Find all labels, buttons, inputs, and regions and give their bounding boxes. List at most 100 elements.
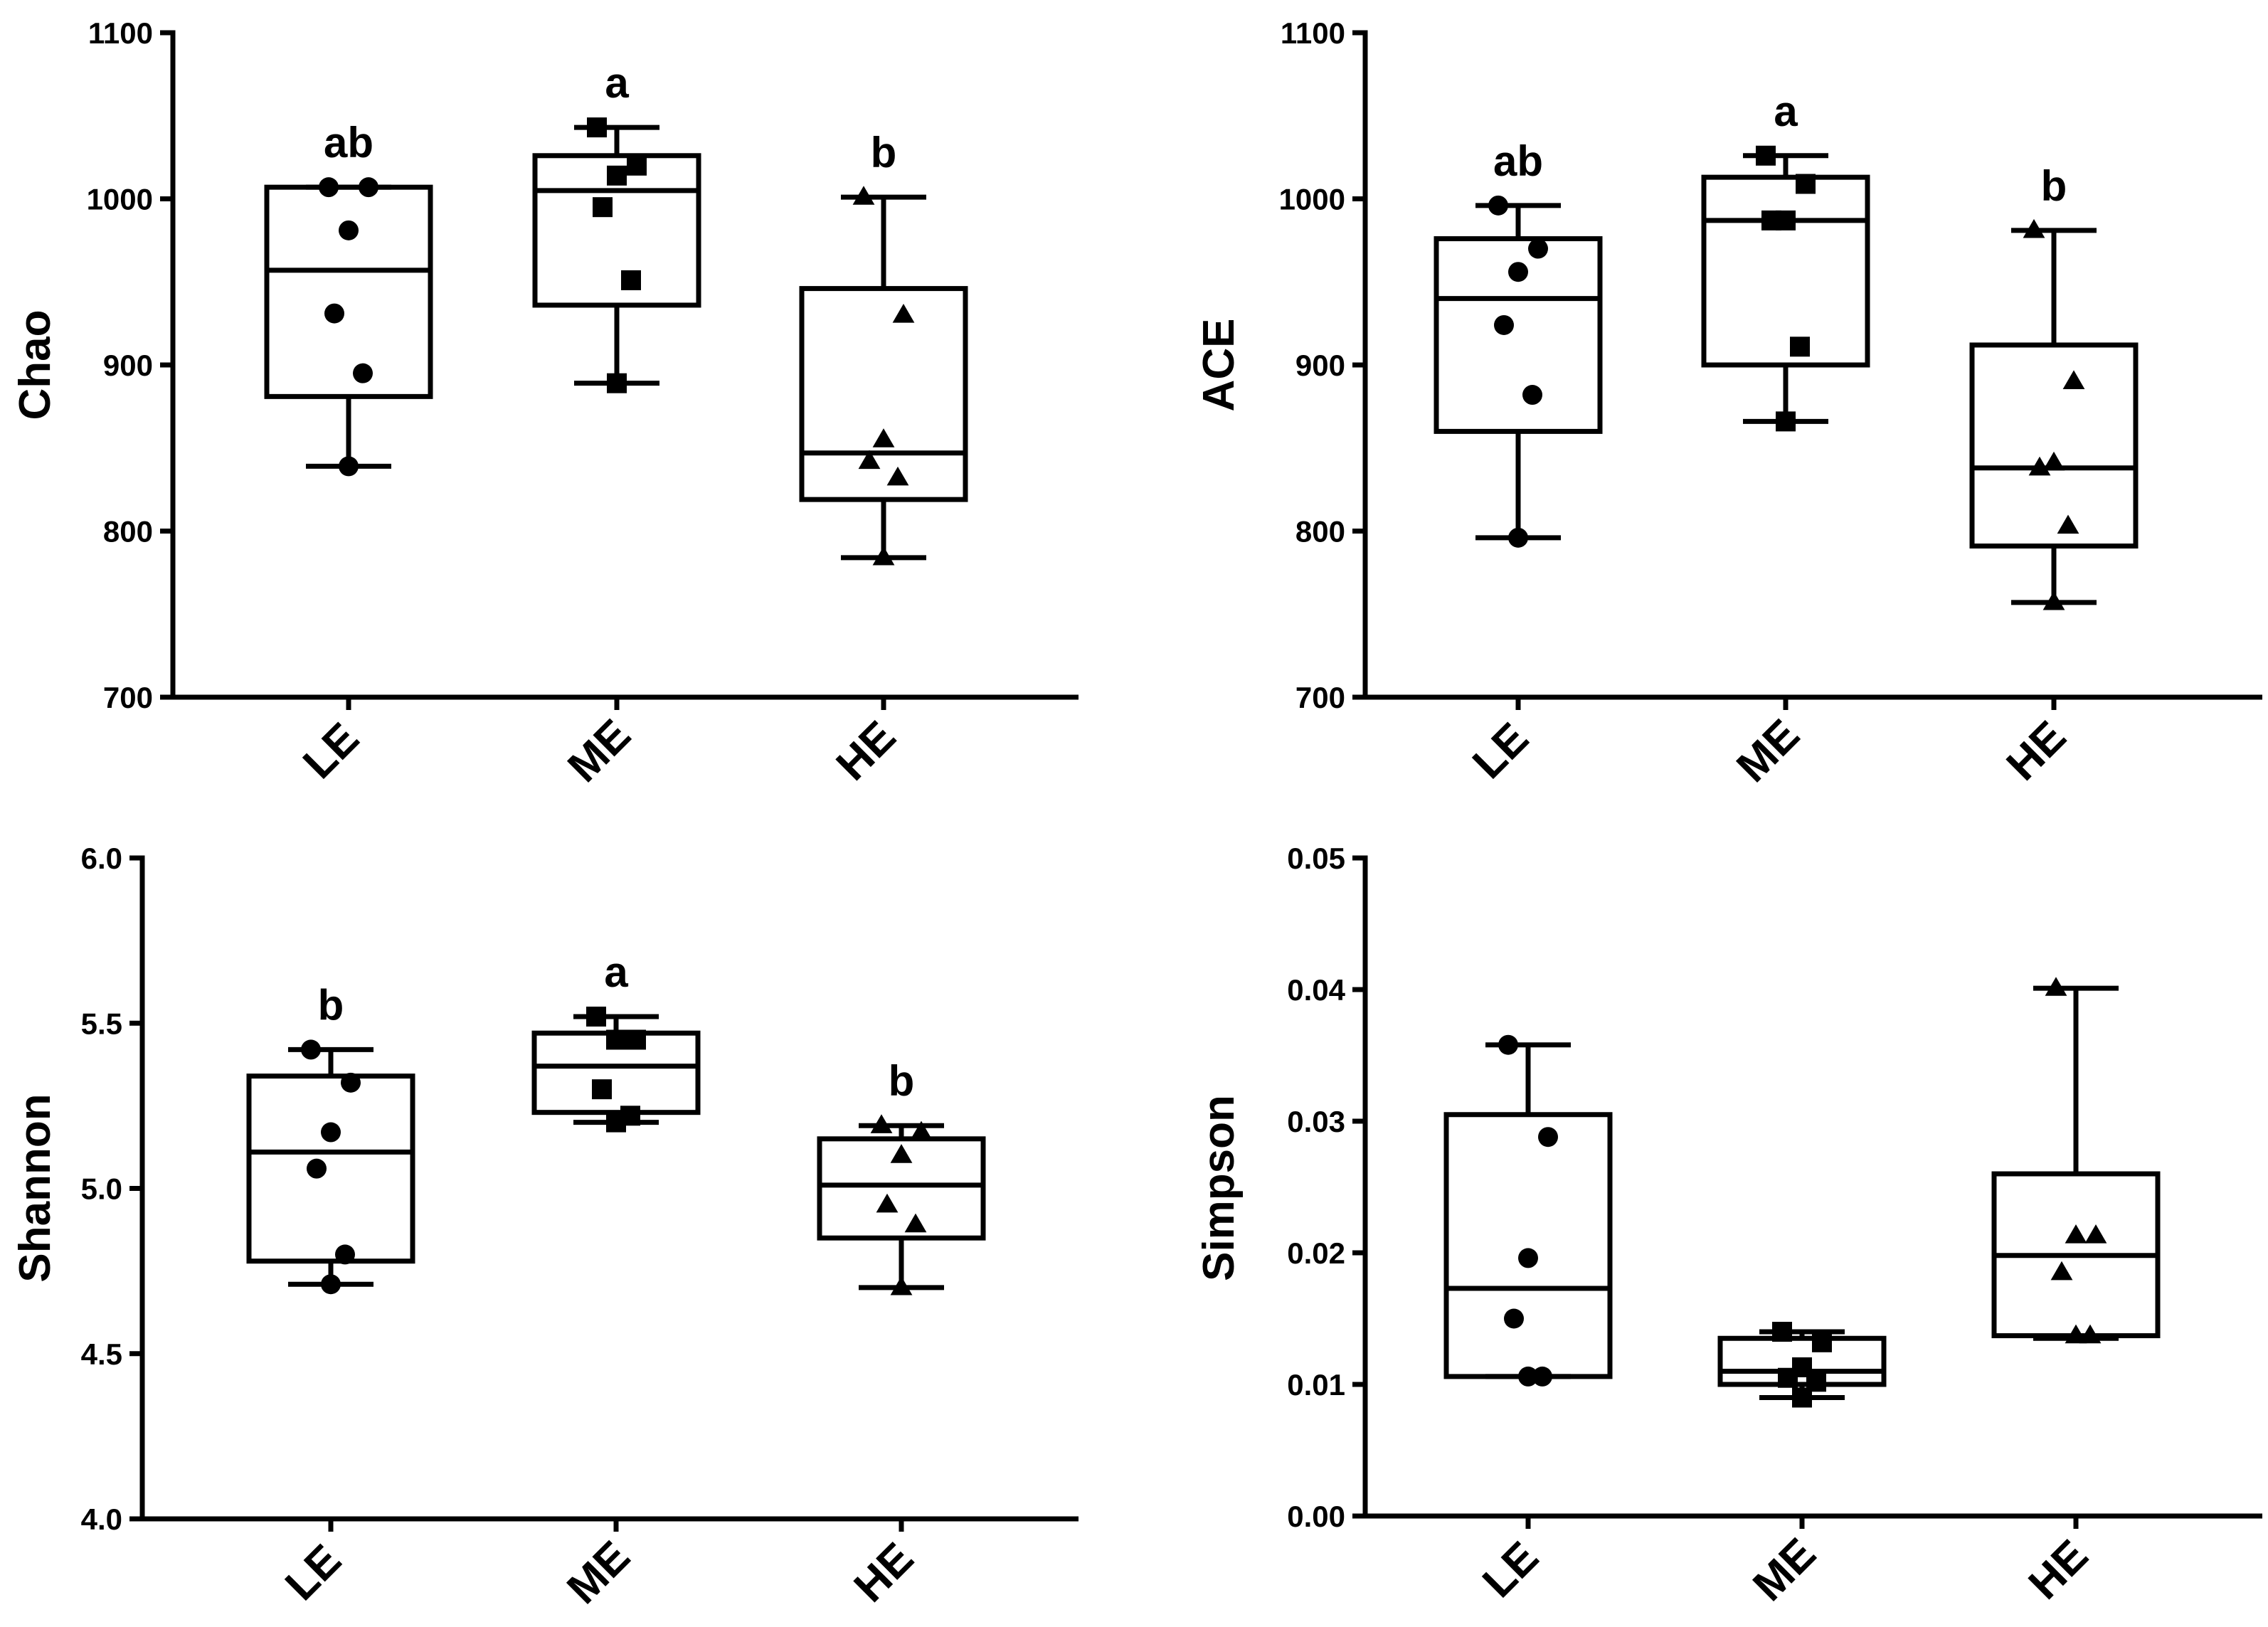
significance-label: b — [889, 1057, 915, 1105]
box-he — [1991, 977, 2161, 1344]
data-point — [626, 1029, 646, 1050]
data-point — [339, 220, 359, 240]
x-tick-label: HE — [2020, 1531, 2098, 1609]
x-tick-label: LE — [276, 1535, 351, 1610]
significance-label: b — [871, 129, 897, 176]
data-point — [886, 466, 909, 486]
y-tick-label: 0.02 — [1287, 1236, 1345, 1270]
iqr-box — [1701, 174, 1870, 368]
x-tick-label: ME — [558, 1532, 640, 1613]
data-point — [1498, 1034, 1518, 1055]
y-tick-label: 1100 — [88, 16, 153, 50]
iqr-box — [246, 1074, 415, 1264]
box-me: a — [531, 948, 701, 1133]
significance-label: a — [604, 948, 628, 996]
data-point — [587, 117, 607, 138]
box-le — [1443, 1034, 1613, 1387]
y-tick-label: 1000 — [87, 183, 153, 216]
y-tick-label: 5.5 — [81, 1007, 122, 1040]
data-point — [606, 1029, 626, 1050]
data-point — [892, 303, 915, 323]
data-point — [1508, 262, 1528, 282]
data-point — [307, 1158, 327, 1179]
data-point — [890, 1276, 913, 1295]
data-point — [852, 186, 875, 205]
data-point — [1532, 1366, 1552, 1387]
x-tick-label: ME — [1727, 710, 1809, 792]
data-point — [1792, 1387, 1812, 1408]
y-axis-title: Shannon — [11, 1093, 60, 1282]
data-point — [876, 1193, 899, 1213]
data-point — [1488, 195, 1508, 216]
box-me: a — [1701, 88, 1870, 432]
data-point — [1528, 238, 1548, 259]
data-point — [1778, 1367, 1798, 1388]
y-tick-label: 800 — [1295, 515, 1345, 548]
data-point — [2042, 451, 2065, 471]
y-tick-label: 800 — [103, 515, 153, 548]
data-point — [1538, 1127, 1558, 1148]
data-point — [324, 303, 344, 324]
iqr-box — [817, 1136, 986, 1241]
x-tick-label: LE — [294, 714, 369, 788]
y-tick-label: 900 — [1295, 349, 1345, 382]
y-axis-title: Simpson — [1194, 1095, 1244, 1281]
box-he: b — [799, 129, 968, 566]
data-point — [586, 1006, 606, 1027]
data-point — [319, 177, 339, 198]
data-point — [1504, 1308, 1524, 1329]
x-tick-label: HE — [845, 1534, 923, 1612]
data-point — [335, 1244, 355, 1265]
y-tick-label: 0.00 — [1287, 1500, 1345, 1533]
data-point — [890, 1144, 913, 1163]
y-axis-title: Chao — [11, 310, 60, 420]
iqr-box — [1969, 342, 2139, 549]
significance-label: b — [318, 981, 344, 1029]
data-point — [339, 456, 359, 477]
data-point — [1772, 1322, 1792, 1342]
data-point — [1776, 411, 1796, 432]
data-point — [2045, 977, 2067, 996]
data-point — [910, 1120, 933, 1140]
data-point — [1761, 210, 1781, 230]
data-point — [2028, 456, 2051, 476]
y-tick-label: 900 — [103, 349, 153, 382]
data-point — [321, 1122, 341, 1143]
iqr-box — [264, 184, 433, 399]
iqr-box — [799, 286, 968, 502]
data-point — [1812, 1332, 1832, 1352]
data-point — [1756, 145, 1776, 166]
box-le: ab — [264, 119, 433, 477]
data-point — [1790, 336, 1810, 357]
significance-label: a — [605, 59, 629, 107]
data-point — [1796, 174, 1816, 194]
y-tick-label: 4.0 — [81, 1503, 122, 1536]
x-tick-label: HE — [1998, 712, 2076, 790]
y-tick-label: 0.04 — [1287, 973, 1345, 1007]
iqr-box — [1717, 1335, 1887, 1387]
data-point — [593, 197, 613, 218]
y-tick-label: 1000 — [1279, 183, 1345, 216]
y-tick-label: 700 — [1295, 681, 1345, 714]
data-point — [2050, 1261, 2073, 1281]
box-he: b — [817, 1057, 986, 1295]
y-tick-label: 0.03 — [1287, 1105, 1345, 1138]
x-tick-label: LE — [1463, 714, 1538, 788]
significance-label: a — [1774, 88, 1798, 135]
data-point — [2065, 1324, 2087, 1344]
box-le: b — [246, 981, 415, 1295]
iqr-box — [1443, 1112, 1613, 1379]
data-point — [1518, 1248, 1538, 1268]
data-point — [872, 546, 895, 566]
data-point — [301, 1039, 321, 1060]
data-point — [872, 428, 895, 447]
box-me — [1717, 1322, 1887, 1408]
iqr-box — [532, 153, 701, 308]
data-point — [2023, 218, 2045, 238]
data-point — [592, 1079, 612, 1100]
significance-label: ab — [324, 119, 373, 166]
box-me: a — [532, 59, 701, 393]
